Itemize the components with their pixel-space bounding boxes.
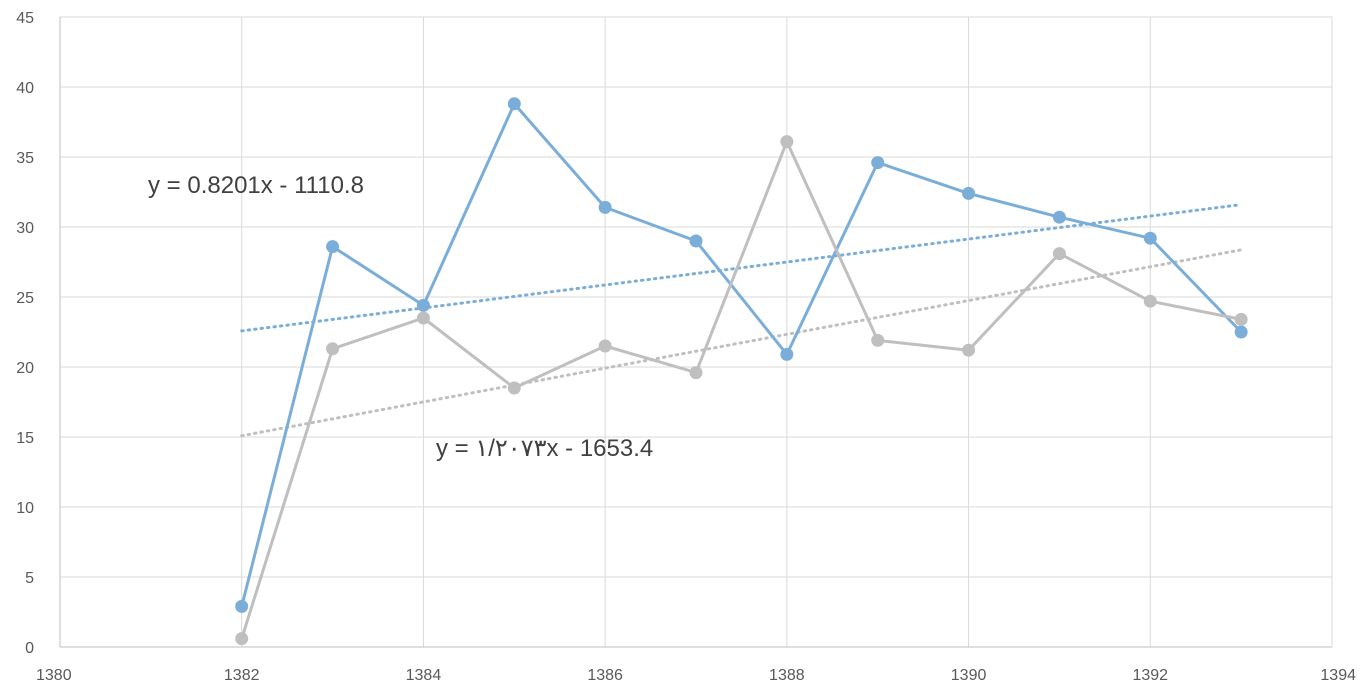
trendline-equation-blue: y = 0.8201x - 1110.8	[148, 172, 364, 199]
series-line-1	[240, 140, 1242, 640]
trendline-equation-gray: y = ١/٢٠٧٣x - 1653.4	[436, 435, 653, 462]
data-point-series-0	[780, 347, 794, 361]
data-point-series-0	[598, 200, 612, 214]
data-point-series-1	[416, 311, 430, 325]
x-tick-label: 1388	[769, 667, 805, 684]
data-point-series-0	[235, 599, 249, 613]
data-point-series-0	[507, 97, 521, 111]
data-point-series-1	[1143, 294, 1157, 308]
y-tick-label: 30	[16, 220, 34, 237]
data-point-series-1	[1234, 312, 1248, 326]
tick-label-layer: 0 5 10 15 20 25 30 35 40 45 1380 1382 1384 1386 1388 13…	[16, 10, 1356, 684]
grid-layer	[60, 16, 1333, 647]
y-tick-label: 35	[16, 150, 34, 167]
data-point-series-1	[598, 339, 612, 353]
x-tick-label: 1392	[1132, 667, 1168, 684]
data-point-series-1	[326, 342, 340, 356]
data-point-series-1	[871, 333, 885, 347]
data-point-series-1	[962, 343, 976, 357]
axis-layer	[59, 17, 1332, 648]
x-tick-label: 1390	[951, 667, 987, 684]
data-point-series-0	[416, 298, 430, 312]
x-tick-label: 1386	[587, 667, 623, 684]
data-point-series-0	[1052, 210, 1066, 224]
y-tick-label: 40	[16, 80, 34, 97]
data-point-series-0	[1234, 325, 1248, 339]
y-tick-label: 45	[16, 10, 34, 27]
trendline-layer	[240, 203, 1243, 438]
y-tick-label: 0	[25, 640, 34, 657]
data-point-series-0	[1143, 231, 1157, 245]
data-point-series-0	[689, 234, 703, 248]
data-point-series-1	[507, 381, 521, 395]
data-point-series-1	[689, 366, 703, 380]
data-point-series-0	[871, 156, 885, 170]
x-tick-label: 1384	[406, 667, 442, 684]
y-tick-label: 10	[16, 500, 34, 517]
x-tick-label: 1394	[1320, 667, 1356, 684]
x-tick-label: 1380	[36, 667, 72, 684]
y-tick-label: 15	[16, 430, 34, 447]
series-line-0	[240, 102, 1243, 607]
y-tick-label: 5	[25, 570, 34, 587]
data-point-series-1	[1052, 247, 1066, 261]
y-tick-label: 20	[16, 360, 34, 377]
data-point-series-1	[235, 632, 249, 646]
y-tick-label: 25	[16, 290, 34, 307]
trendline-series-0	[240, 203, 1243, 333]
trendline-series-1	[240, 248, 1243, 438]
x-tick-label: 1382	[224, 667, 260, 684]
data-point-series-0	[326, 240, 340, 254]
data-point-series-1	[780, 135, 794, 149]
data-point-series-0	[962, 186, 976, 200]
series-layer	[235, 97, 1248, 646]
